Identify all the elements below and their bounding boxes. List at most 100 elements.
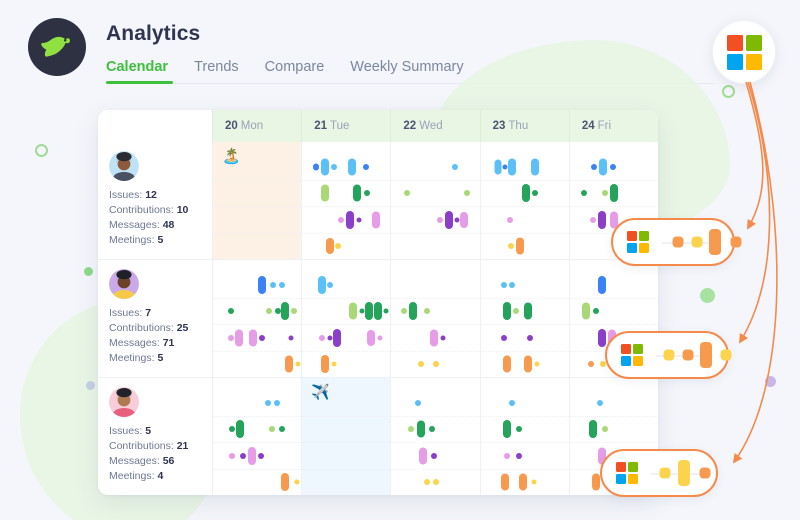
activity-mark[interactable] bbox=[404, 190, 411, 197]
activity-mark[interactable] bbox=[258, 275, 267, 294]
activity-mark[interactable] bbox=[247, 446, 256, 465]
activity-mark[interactable] bbox=[428, 426, 435, 433]
activity-mark[interactable] bbox=[345, 210, 354, 229]
calendar-cell-wed[interactable] bbox=[391, 378, 481, 495]
activity-mark[interactable] bbox=[516, 237, 525, 255]
tab-compare[interactable]: Compare bbox=[264, 59, 325, 75]
activity-mark[interactable] bbox=[506, 216, 513, 223]
activity-mark[interactable] bbox=[531, 479, 537, 485]
activity-mark[interactable] bbox=[266, 308, 273, 315]
tab-calendar[interactable]: Calendar bbox=[106, 59, 168, 84]
activity-mark[interactable] bbox=[275, 308, 282, 315]
activity-mark[interactable] bbox=[408, 302, 417, 321]
activity-mark[interactable] bbox=[326, 238, 335, 255]
activity-mark[interactable] bbox=[317, 275, 326, 294]
activity-mark[interactable] bbox=[429, 329, 438, 347]
calendar-cell-mon[interactable] bbox=[213, 260, 303, 377]
activity-mark[interactable] bbox=[227, 308, 234, 315]
activity-mark[interactable] bbox=[531, 158, 540, 176]
activity-mark[interactable] bbox=[597, 210, 606, 229]
callout-pill-2[interactable] bbox=[605, 331, 732, 379]
activity-mark[interactable] bbox=[362, 163, 369, 170]
activity-mark[interactable] bbox=[593, 308, 600, 315]
activity-mark[interactable] bbox=[502, 164, 508, 170]
activity-mark[interactable] bbox=[509, 399, 516, 406]
activity-mark[interactable] bbox=[352, 184, 361, 202]
avatar-user-3[interactable] bbox=[109, 387, 139, 417]
calendar-cell-tue[interactable] bbox=[302, 142, 392, 259]
calendar-day-header-tue[interactable]: 21 Tue bbox=[302, 110, 392, 142]
activity-mark[interactable] bbox=[264, 399, 271, 406]
activity-mark[interactable] bbox=[383, 308, 389, 314]
activity-mark[interactable] bbox=[532, 190, 539, 197]
activity-mark[interactable] bbox=[508, 243, 515, 250]
activity-mark[interactable] bbox=[597, 328, 606, 347]
activity-mark[interactable] bbox=[444, 210, 453, 229]
activity-mark[interactable] bbox=[597, 275, 606, 294]
activity-mark[interactable] bbox=[321, 355, 330, 374]
activity-mark[interactable] bbox=[512, 308, 519, 315]
calendar-cell-thu[interactable] bbox=[480, 378, 570, 495]
activity-mark[interactable] bbox=[407, 426, 414, 433]
activity-mark[interactable] bbox=[436, 216, 443, 223]
activity-mark[interactable] bbox=[494, 159, 502, 175]
activity-mark[interactable] bbox=[281, 302, 290, 321]
activity-mark[interactable] bbox=[503, 355, 512, 373]
calendar-day-header-fri[interactable]: 24 Fri bbox=[570, 110, 658, 142]
activity-mark[interactable] bbox=[229, 452, 236, 459]
calendar-cell-wed[interactable] bbox=[391, 260, 481, 377]
activity-mark[interactable] bbox=[588, 420, 597, 439]
activity-mark[interactable] bbox=[327, 281, 334, 288]
activity-mark[interactable] bbox=[503, 420, 512, 439]
activity-mark[interactable] bbox=[281, 473, 290, 492]
calendar-day-header-thu[interactable]: 23 Thu bbox=[481, 110, 570, 142]
activity-mark[interactable] bbox=[333, 328, 342, 347]
activity-mark[interactable] bbox=[609, 184, 618, 203]
activity-mark[interactable] bbox=[589, 216, 596, 223]
activity-mark[interactable] bbox=[516, 452, 523, 459]
callout-pill-1[interactable] bbox=[611, 218, 742, 266]
calendar-cell-thu[interactable] bbox=[480, 142, 570, 259]
activity-mark[interactable] bbox=[248, 329, 257, 347]
activity-mark[interactable] bbox=[235, 329, 244, 347]
activity-mark[interactable] bbox=[372, 211, 381, 229]
activity-mark[interactable] bbox=[331, 361, 337, 367]
avatar-user-1[interactable] bbox=[109, 151, 139, 181]
activity-mark[interactable] bbox=[338, 216, 344, 223]
activity-mark[interactable] bbox=[518, 473, 527, 491]
activity-mark[interactable] bbox=[459, 211, 468, 228]
activity-mark[interactable] bbox=[313, 163, 320, 171]
activity-mark[interactable] bbox=[273, 399, 280, 406]
activity-mark[interactable] bbox=[609, 211, 618, 229]
activity-mark[interactable] bbox=[278, 281, 285, 288]
activity-mark[interactable] bbox=[501, 473, 510, 491]
activity-mark[interactable] bbox=[590, 163, 597, 170]
activity-mark[interactable] bbox=[587, 361, 594, 368]
activity-mark[interactable] bbox=[464, 190, 471, 197]
activity-mark[interactable] bbox=[349, 302, 358, 320]
activity-mark[interactable] bbox=[504, 452, 511, 459]
activity-mark[interactable] bbox=[229, 426, 236, 433]
activity-mark[interactable] bbox=[288, 335, 294, 341]
avatar-user-2[interactable] bbox=[109, 269, 139, 299]
activity-mark[interactable] bbox=[596, 399, 603, 406]
activity-mark[interactable] bbox=[600, 361, 607, 368]
activity-mark[interactable] bbox=[418, 361, 425, 368]
activity-mark[interactable] bbox=[377, 335, 383, 341]
activity-mark[interactable] bbox=[374, 302, 383, 321]
activity-mark[interactable] bbox=[423, 479, 430, 486]
activity-mark[interactable] bbox=[592, 473, 601, 491]
calendar-day-header-mon[interactable]: 20 Mon bbox=[213, 110, 303, 142]
calendar-cell-thu[interactable] bbox=[480, 260, 570, 377]
activity-mark[interactable] bbox=[259, 334, 266, 341]
activity-mark[interactable] bbox=[269, 426, 276, 433]
calendar-cell-mon[interactable] bbox=[213, 378, 303, 495]
calendar-cell-tue[interactable] bbox=[302, 260, 392, 377]
activity-mark[interactable] bbox=[321, 184, 330, 202]
activity-mark[interactable] bbox=[318, 334, 325, 341]
activity-mark[interactable] bbox=[359, 308, 365, 314]
activity-mark[interactable] bbox=[602, 190, 609, 197]
activity-mark[interactable] bbox=[239, 452, 246, 459]
activity-mark[interactable] bbox=[335, 243, 342, 250]
calendar-cell-tue[interactable]: ✈️ bbox=[302, 378, 392, 495]
